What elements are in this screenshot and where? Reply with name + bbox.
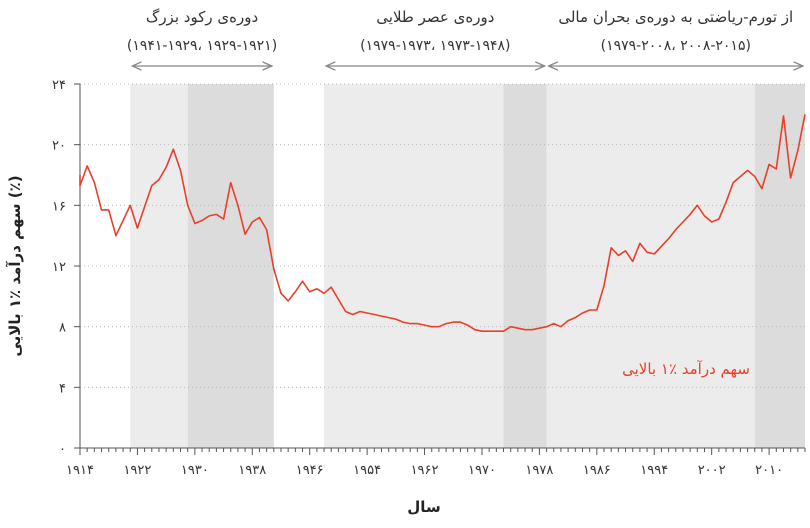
x-tick-label: ۱۹۷۰ — [468, 463, 496, 478]
x-tick-label: ۱۹۸۶ — [583, 463, 611, 478]
x-axis-title: سال — [407, 498, 440, 516]
x-tick-label: ۱۹۱۴ — [66, 463, 94, 478]
shaded-periods — [130, 84, 805, 448]
period-title-0: دوره‌ی رکود بزرگ — [146, 8, 258, 26]
shaded-band-2 — [324, 84, 504, 448]
x-tick-label: ۱۹۶۲ — [411, 463, 439, 478]
series-lines — [79, 114, 806, 332]
period-title-2: از تورم-ریاضتی به دوره‌ی بحران مالی — [558, 8, 793, 26]
gridlines — [80, 83, 805, 388]
shaded-band-4 — [546, 84, 755, 448]
series-line-0 — [79, 114, 806, 332]
x-tick-label: ۱۹۴۶ — [296, 463, 324, 478]
x-tick-label: ۱۹۳۸ — [238, 463, 266, 478]
period-title-1: دوره‌ی عصر طلایی — [376, 8, 494, 26]
shaded-band-0 — [130, 84, 188, 448]
y-axis-title: سهم درآمد ٪۱ بالایی (٪) — [6, 175, 24, 356]
period-annotations: دوره‌ی رکود بزرگ (۱۹۴۱-۱۹۲۹، ۱۹۲۹-۱۹۲۱) دو… — [127, 8, 803, 66]
series-label: سهم درآمد ٪۱ بالایی — [622, 360, 750, 378]
y-tick-label: ۴ — [59, 381, 66, 396]
x-axis-ticks: ۱۹۱۴ ۱۹۲۲ ۱۹۳۰ ۱۹۳۸ ۱۹۴۶ ۱۹۵۴ ۱۹۶۲ ۱۹۷۰ ۱۹۷۸ ۱۹۸۶… — [66, 448, 806, 478]
shaded-band-3 — [503, 84, 547, 448]
y-tick-label: ۱۲ — [52, 260, 66, 275]
x-tick-label: ۱۹۲۲ — [123, 463, 151, 478]
period-range-2: (۱۹۷۹-۲۰۰۸، ۲۰۰۸-۲۰۱۵) — [601, 38, 751, 54]
y-tick-label: ۰ — [59, 442, 66, 457]
x-tick-label: ۲۰۱۰ — [755, 463, 783, 478]
x-tick-label: ۱۹۷۸ — [525, 463, 553, 478]
x-tick-label: ۱۹۹۴ — [640, 463, 668, 478]
y-axis-ticks: ۰ ۴ ۸ ۱۲ ۱۶ ۲۰ ۲۴ — [52, 78, 80, 457]
y-tick-label: ۲۴ — [52, 78, 66, 93]
y-tick-label: ۲۰ — [52, 139, 66, 154]
x-tick-label: ۲۰۰۲ — [698, 463, 726, 478]
y-tick-label: ۸ — [59, 321, 66, 336]
period-range-1: (۱۹۷۹-۱۹۷۳، ۱۹۷۳-۱۹۴۸) — [360, 38, 510, 54]
period-range-0: (۱۹۴۱-۱۹۲۹، ۱۹۲۹-۱۹۲۱) — [127, 38, 277, 54]
x-tick-label: ۱۹۳۰ — [181, 463, 209, 478]
x-tick-label: ۱۹۵۴ — [353, 463, 381, 478]
y-tick-label: ۱۶ — [52, 199, 66, 214]
shaded-band-1 — [187, 84, 274, 448]
